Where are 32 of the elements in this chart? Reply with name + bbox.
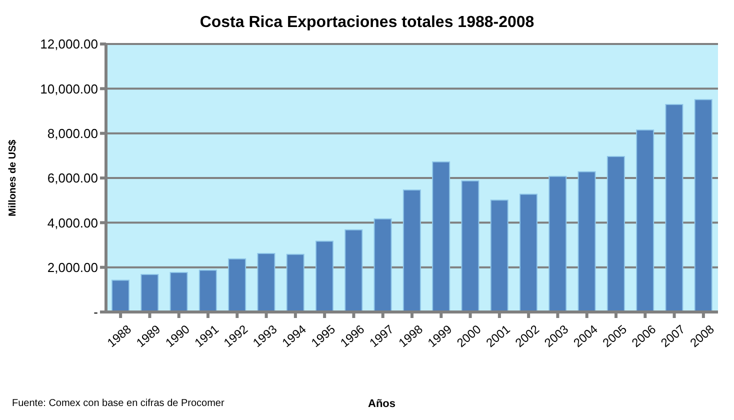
bar bbox=[316, 240, 334, 312]
y-tick-label: 10,000.00 bbox=[40, 81, 98, 96]
y-axis-title: Millones de US$ bbox=[8, 139, 19, 216]
bar bbox=[402, 190, 421, 312]
y-tick-label: 6,000.00 bbox=[47, 170, 98, 186]
bar bbox=[606, 156, 625, 312]
bar bbox=[432, 161, 450, 312]
y-tick-label: 12,000.00 bbox=[40, 36, 98, 52]
y-tick-label: - bbox=[94, 304, 98, 320]
bar bbox=[374, 218, 392, 312]
bar bbox=[665, 104, 684, 312]
bar bbox=[170, 272, 188, 312]
bar bbox=[228, 258, 246, 312]
bar bbox=[257, 252, 276, 312]
bar bbox=[578, 171, 596, 312]
bar bbox=[490, 200, 508, 312]
y-tick-label: 2,000.00 bbox=[47, 260, 98, 275]
source-note: Fuente: Comex con base en cifras de Procomer bbox=[12, 398, 224, 409]
bar bbox=[140, 274, 159, 312]
y-tick-label: 8,000.00 bbox=[47, 126, 98, 141]
y-tick-label: 4,000.00 bbox=[47, 215, 98, 230]
bar bbox=[461, 180, 480, 312]
bar bbox=[694, 99, 712, 312]
bar bbox=[636, 129, 654, 312]
x-axis-title: Años bbox=[368, 398, 396, 410]
bar bbox=[198, 270, 217, 312]
bar bbox=[548, 176, 567, 312]
bar bbox=[286, 254, 304, 312]
bar bbox=[112, 280, 130, 312]
bar bbox=[520, 194, 538, 312]
bar bbox=[344, 229, 363, 312]
chart-title: Costa Rica Exportaciones totales 1988-2008 bbox=[198, 14, 536, 33]
